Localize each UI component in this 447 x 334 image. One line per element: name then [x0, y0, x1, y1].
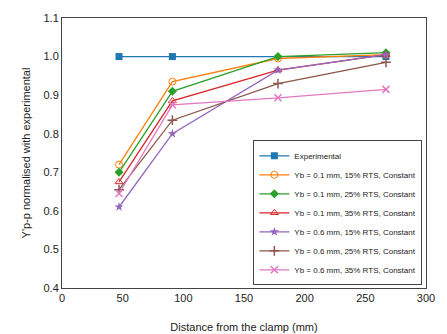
svg-text:Yb = 0.6 mm, 35% RTS, Constant: Yb = 0.6 mm, 35% RTS, Constant	[294, 266, 415, 275]
svg-text:100: 100	[174, 292, 192, 304]
svg-text:Yb = 0.6 mm, 25% RTS, Constant: Yb = 0.6 mm, 25% RTS, Constant	[294, 247, 415, 256]
svg-text:0.5: 0.5	[44, 243, 59, 255]
svg-text:Yb = 0.1 mm, 25% RTS, Constant: Yb = 0.1 mm, 25% RTS, Constant	[294, 190, 415, 199]
svg-text:0.7: 0.7	[44, 166, 59, 178]
svg-text:0.8: 0.8	[44, 128, 59, 140]
svg-text:50: 50	[117, 292, 129, 304]
svg-text:1.0: 1.0	[44, 50, 59, 62]
svg-text:150: 150	[235, 292, 253, 304]
svg-text:250: 250	[356, 292, 374, 304]
svg-text:200: 200	[295, 292, 313, 304]
svg-text:Yb = 0.6 mm, 15% RTS, Constant: Yb = 0.6 mm, 15% RTS, Constant	[294, 228, 415, 237]
svg-text:Y'p-p normalised with experime: Y'p-p normalised with experimental	[20, 68, 32, 239]
svg-text:Yb = 0.1 mm, 15% RTS, Constant: Yb = 0.1 mm, 15% RTS, Constant	[294, 171, 415, 180]
svg-text:0.9: 0.9	[44, 89, 59, 101]
svg-text:0.6: 0.6	[44, 205, 59, 217]
svg-text:Yb = 0.1 mm, 35% RTS, Constant: Yb = 0.1 mm, 35% RTS, Constant	[294, 209, 415, 218]
svg-text:1.1: 1.1	[44, 12, 59, 24]
svg-text:300: 300	[417, 292, 435, 304]
svg-text:0.4: 0.4	[44, 282, 59, 294]
svg-text:Distance from the clamp (mm): Distance from the clamp (mm)	[170, 321, 317, 333]
svg-text:Experimental: Experimental	[294, 152, 341, 161]
svg-text:0: 0	[59, 292, 65, 304]
